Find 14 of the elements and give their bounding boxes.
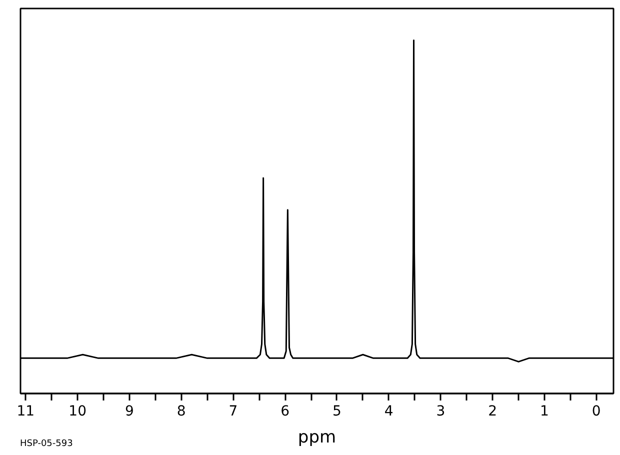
x-tick-label: 4 xyxy=(384,404,394,420)
x-tick-label: 0 xyxy=(592,404,601,420)
text: HSP-05-593 xyxy=(20,438,73,450)
x-tick-label: 2 xyxy=(488,404,498,420)
x-tick-label: 7 xyxy=(228,404,238,420)
x-tick-label: 9 xyxy=(124,404,134,420)
x-axis-title: ppm xyxy=(298,428,336,448)
x-tick-label: 1 xyxy=(540,404,549,420)
x-tick-label: 8 xyxy=(176,404,186,420)
x-tick-label: 11 xyxy=(16,404,35,420)
x-tick-label: 10 xyxy=(68,404,86,420)
x-tick-label: 3 xyxy=(436,404,446,420)
x-tick-label: 6 xyxy=(280,404,290,420)
x-tick-label: 5 xyxy=(332,404,342,420)
